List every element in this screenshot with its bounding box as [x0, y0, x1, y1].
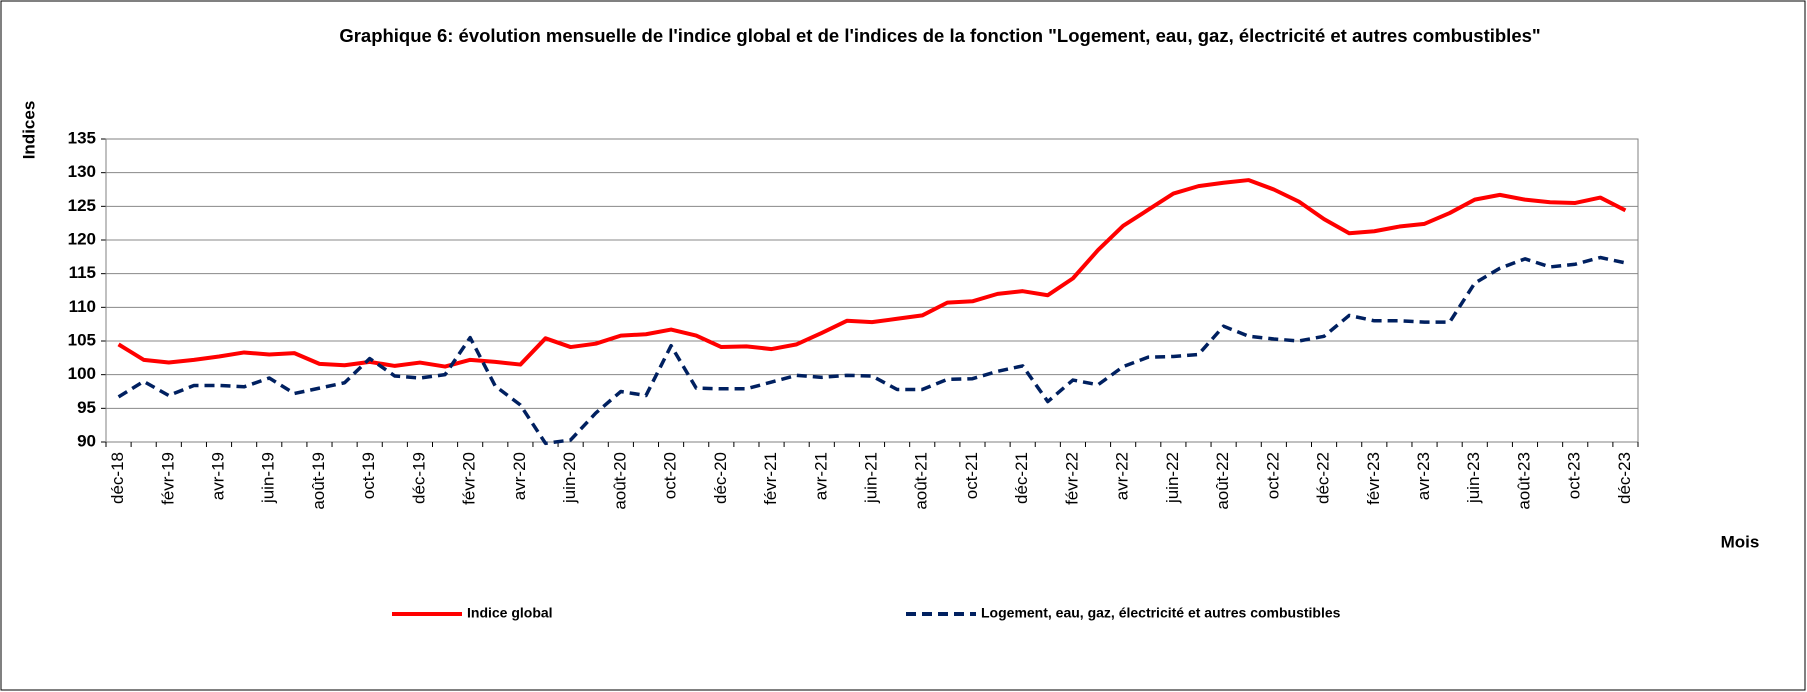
y-tick-label: 125 — [68, 196, 96, 215]
x-tick-label: déc-20 — [711, 452, 730, 504]
y-tick-label: 115 — [69, 263, 96, 282]
x-tick-label: juin-23 — [1464, 452, 1483, 504]
y-tick-label: 135 — [68, 128, 96, 147]
x-tick-label: avr-23 — [1414, 452, 1433, 500]
y-tick-label: 105 — [68, 330, 96, 349]
x-tick-label: avr-21 — [811, 452, 830, 500]
x-tick-label: avr-19 — [209, 452, 228, 500]
x-tick-label: avr-22 — [1113, 452, 1132, 500]
x-tick-label: juin-21 — [861, 452, 880, 504]
x-tick-label: juin-22 — [1163, 452, 1182, 504]
x-tick-label: août-19 — [309, 452, 328, 510]
x-axis-label: Mois — [1721, 532, 1760, 551]
x-tick-label: août-20 — [610, 452, 629, 510]
x-tick-label: déc-19 — [409, 452, 428, 504]
x-tick-label: avr-20 — [510, 452, 529, 500]
x-tick-label: déc-21 — [1012, 452, 1031, 504]
x-tick-label: oct-23 — [1565, 452, 1584, 499]
x-tick-label: févr-20 — [460, 452, 479, 505]
series-line — [117, 255, 1626, 446]
x-tick-label: oct-19 — [359, 452, 378, 499]
x-tick-label: févr-21 — [761, 452, 780, 505]
y-tick-label: 130 — [68, 162, 96, 181]
x-tick-label: déc-18 — [108, 452, 127, 504]
x-tick-label: févr-19 — [158, 452, 177, 505]
y-tick-label: 120 — [68, 229, 96, 248]
x-tick-label: févr-22 — [1062, 452, 1081, 505]
x-tick-label: oct-21 — [962, 452, 981, 499]
x-tick-label: août-21 — [912, 452, 931, 510]
y-axis-label: Indices — [19, 101, 38, 160]
x-tick-label: oct-22 — [1263, 452, 1282, 499]
legend-label: Logement, eau, gaz, électricité et autre… — [981, 605, 1341, 621]
y-tick-label: 100 — [68, 364, 96, 383]
x-tick-label: déc-22 — [1314, 452, 1333, 504]
x-tick-label: août-23 — [1514, 452, 1533, 510]
x-tick-label: oct-20 — [661, 452, 680, 499]
legend-label: Indice global — [467, 605, 553, 621]
series-line — [117, 178, 1627, 369]
chart-title: Graphique 6: évolution mensuelle de l'in… — [339, 25, 1541, 46]
plot-border — [105, 138, 1639, 443]
x-tick-label: juin-20 — [560, 452, 579, 504]
x-tick-label: déc-23 — [1615, 452, 1634, 504]
y-tick-label: 110 — [69, 297, 96, 316]
x-tick-label: févr-23 — [1364, 452, 1383, 505]
x-tick-label: juin-19 — [259, 452, 278, 504]
y-tick-label: 95 — [77, 398, 96, 417]
x-tick-label: août-22 — [1213, 452, 1232, 510]
plot-area — [106, 139, 1638, 442]
y-tick-label: 90 — [77, 431, 96, 450]
